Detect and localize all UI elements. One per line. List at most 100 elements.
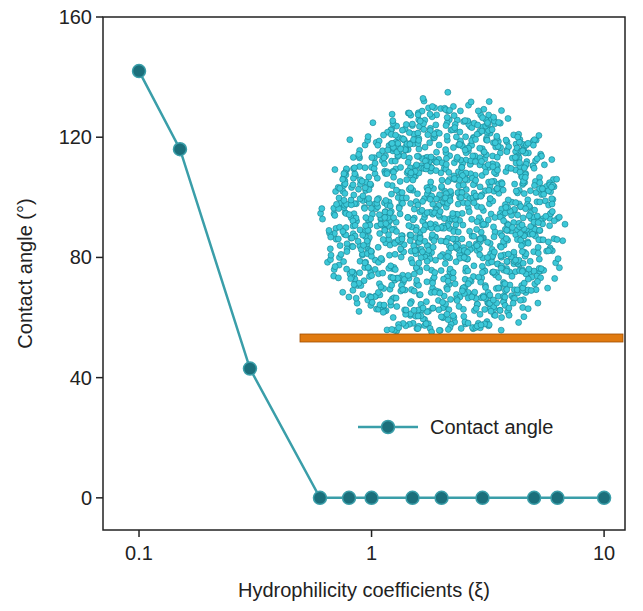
particle [392,267,398,273]
particle [384,171,390,177]
particle [338,251,344,257]
particle [362,260,368,266]
particle [447,198,453,204]
particle [429,232,435,238]
particle [351,166,357,172]
particle [505,116,511,122]
particle [513,188,519,194]
particle [463,134,469,140]
particle [513,257,519,263]
particle [340,176,346,182]
particle [399,190,405,196]
particle [516,320,522,326]
particle [408,170,414,176]
substrate [300,334,623,342]
particle [469,294,475,300]
particle [537,227,543,233]
particle [390,118,396,124]
y-axis-title: Contact angle (°) [14,198,36,348]
particle [416,146,422,152]
particle [498,265,504,271]
particle [424,163,430,169]
particle [545,239,551,245]
chart: 040801201600.1110Hydrophilicity coeffici… [0,0,643,611]
particle [335,236,341,242]
marker [551,491,564,504]
particle [497,307,503,313]
particle [467,228,473,234]
particle [504,259,510,265]
particle [496,285,502,291]
particle [363,223,369,229]
particle [455,229,461,235]
particle [454,154,460,160]
particle [534,156,540,162]
particle [368,205,374,211]
particle [367,181,373,187]
particle [438,238,444,244]
particle [415,313,421,319]
particle [509,224,515,230]
data-group [133,65,611,505]
particle [412,248,418,254]
particle [407,301,413,307]
particle [496,119,502,125]
particle [481,221,487,227]
particle [389,326,395,332]
y-tick-label: 120 [59,126,92,148]
particle [434,159,440,165]
particle [390,275,396,281]
particle [365,134,371,140]
particle [536,256,542,262]
particle [405,159,411,165]
particle [482,306,488,312]
particle [527,258,533,264]
particle [397,178,403,184]
particle [494,186,500,192]
particle [360,232,366,238]
particle [430,280,436,286]
particle [360,193,366,199]
particle [471,263,477,269]
particle [536,133,542,139]
particle [461,254,467,260]
particle [432,270,438,276]
particle [545,248,551,254]
particle [503,204,509,210]
particle [522,174,528,180]
particle [474,243,480,249]
particle [352,165,358,171]
particle [526,266,532,272]
particle [448,296,454,302]
particle [474,219,480,225]
particle [439,183,445,189]
particle [363,215,369,221]
particle [448,245,454,251]
particle [437,327,443,333]
particle [356,151,362,157]
particle [506,305,512,311]
plot-frame [103,17,625,530]
particle [466,241,472,247]
particle [398,164,404,170]
particle [360,291,366,297]
particle [407,238,413,244]
particle [375,289,381,295]
particle [487,196,493,202]
particle [525,240,531,246]
particle [362,205,368,211]
particle [545,285,551,291]
particle [433,168,439,174]
particle [389,282,395,288]
particle [341,171,347,177]
particle [369,155,375,161]
particle [535,220,541,226]
particle [520,305,526,311]
particle [387,203,393,209]
particle [477,311,483,317]
particle [471,200,477,206]
particle [535,279,541,285]
particle [496,274,502,280]
particle [514,287,520,293]
particle [408,185,414,191]
